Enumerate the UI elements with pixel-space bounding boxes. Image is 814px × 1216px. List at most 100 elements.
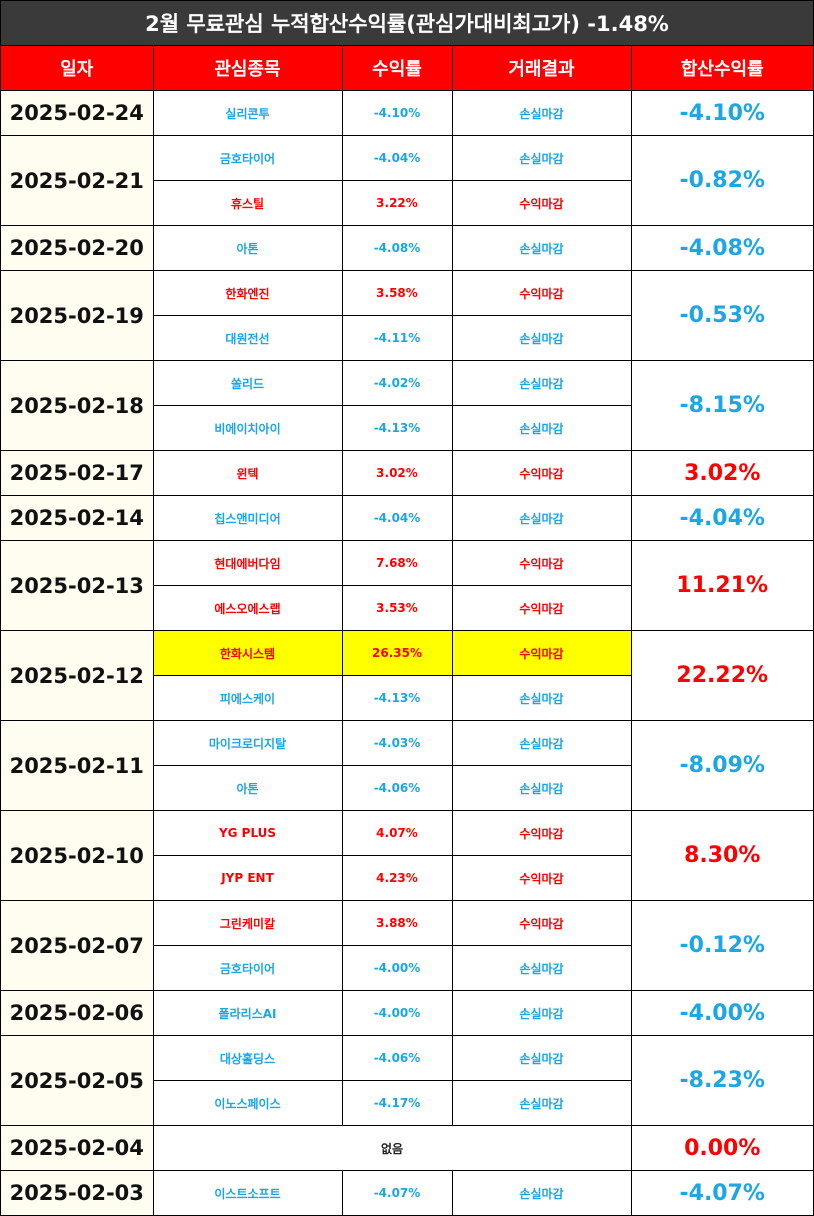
date-cell: 2025-02-03 xyxy=(1,1170,154,1216)
total-return-cell: -0.82% xyxy=(630,135,813,226)
total-return-cell: -4.10% xyxy=(630,90,813,136)
rate-cell: 3.58% xyxy=(341,270,453,316)
total-return-cell: -0.53% xyxy=(630,270,813,361)
stock-cell: 아톤 xyxy=(152,225,343,271)
stock-cell: 한화시스템 xyxy=(152,630,343,676)
result-cell: 손실마감 xyxy=(451,1170,632,1216)
stock-cell: 현대에버다임 xyxy=(152,540,343,586)
total-return-cell: 8.30% xyxy=(630,810,813,901)
date-cell: 2025-02-13 xyxy=(1,540,154,631)
total-return-cell: -4.08% xyxy=(630,225,813,271)
result-cell: 손실마감 xyxy=(451,90,632,136)
rate-cell: -4.00% xyxy=(341,990,453,1036)
table-row: JYP ENT 4.23% 수익마감 xyxy=(1,855,813,901)
total-return-cell: -8.15% xyxy=(630,360,813,451)
result-cell: 수익마감 xyxy=(451,540,632,586)
date-cell: 2025-02-07 xyxy=(1,900,154,991)
total-return-cell: -4.00% xyxy=(630,990,813,1036)
table-row: 2025-02-17 윈텍 3.02% 수익마감 3.02% xyxy=(1,450,813,496)
header-rate: 수익률 xyxy=(341,46,453,91)
total-return-cell: 22.22% xyxy=(630,630,813,721)
total-return-cell: 11.21% xyxy=(630,540,813,631)
rate-cell: 4.07% xyxy=(341,810,453,856)
table-row: 2025-02-06 폴라리스AI -4.00% 손실마감 -4.00% xyxy=(1,990,813,1036)
result-cell: 손실마감 xyxy=(451,1035,632,1081)
stock-cell: 폴라리스AI xyxy=(152,990,343,1036)
stock-cell: 비에이치아이 xyxy=(153,405,343,451)
rate-cell: -4.06% xyxy=(341,765,453,811)
table-row: 2025-02-13 현대에버다임 7.68% 수익마감 11.21% xyxy=(1,540,813,631)
date-cell: 2025-02-19 xyxy=(1,270,154,361)
rate-cell: -4.02% xyxy=(341,360,453,406)
stock-cell: 마이크로디지탈 xyxy=(152,720,343,766)
total-return-cell: -4.07% xyxy=(630,1170,813,1216)
stock-cell: 피에스케이 xyxy=(153,675,343,721)
rate-cell: -4.07% xyxy=(341,1170,453,1216)
result-cell: 수익마감 xyxy=(451,900,632,946)
result-cell: 손실마감 xyxy=(451,495,632,541)
result-cell: 손실마감 xyxy=(451,675,631,721)
table-row: 이노스페이스 -4.17% 손실마감 xyxy=(1,1080,813,1126)
stock-cell: 칩스앤미디어 xyxy=(152,495,343,541)
rate-cell: 26.35% xyxy=(341,630,453,676)
table-row: 2025-02-07 그린케미칼 3.88% 수익마감 -0.12% xyxy=(1,900,813,991)
header-total: 합산수익률 xyxy=(630,46,813,91)
stock-cell: 이스트소프트 xyxy=(152,1170,343,1216)
date-cell: 2025-02-05 xyxy=(1,1035,154,1126)
total-return-cell: -0.12% xyxy=(630,900,813,991)
rate-cell: 3.22% xyxy=(341,180,453,226)
result-cell: 손실마감 xyxy=(451,990,632,1036)
stock-cell: 금호타이어 xyxy=(152,135,343,181)
date-cell: 2025-02-10 xyxy=(1,810,154,901)
table-row: 에스오에스랩 3.53% 수익마감 xyxy=(1,585,813,631)
stock-cell: YG PLUS xyxy=(152,810,343,856)
header-result: 거래결과 xyxy=(451,46,632,91)
table-row: 대원전선 -4.11% 손실마감 xyxy=(1,315,813,361)
rate-cell: -4.13% xyxy=(341,405,453,451)
rate-cell: 3.02% xyxy=(341,450,453,496)
table-row: 2025-02-21 금호타이어 -4.04% 손실마감 -0.82% xyxy=(1,135,813,226)
rate-cell: -4.04% xyxy=(341,495,453,541)
stock-cell: 금호타이어 xyxy=(153,945,343,991)
table-row: 2025-02-11 마이크로디지탈 -4.03% 손실마감 -8.09% xyxy=(1,720,813,811)
rate-cell: -4.13% xyxy=(341,675,453,721)
result-cell: 손실마감 xyxy=(451,765,631,811)
result-cell: 수익마감 xyxy=(451,855,631,901)
header-stock: 관심종목 xyxy=(152,46,343,91)
result-cell: 수익마감 xyxy=(451,180,631,226)
rate-cell: -4.04% xyxy=(341,135,453,181)
table-row: 2025-02-14 칩스앤미디어 -4.04% 손실마감 -4.04% xyxy=(1,495,813,541)
result-cell: 손실마감 xyxy=(451,945,631,991)
table-row: 2025-02-03 이스트소프트 -4.07% 손실마감 -4.07% xyxy=(1,1170,813,1216)
results-table: 일자 관심종목 수익률 거래결과 합산수익률 2025-02-24 실리콘투 -4.… xyxy=(1,46,813,1216)
total-return-cell: -8.09% xyxy=(630,720,813,811)
stock-cell: 실리콘투 xyxy=(152,90,343,136)
result-cell: 수익마감 xyxy=(451,270,632,316)
rate-cell: 4.23% xyxy=(341,855,453,901)
no-pick-cell: 없음 xyxy=(152,1125,632,1171)
table-row: 휴스틸 3.22% 수익마감 xyxy=(1,180,813,226)
header-row: 일자 관심종목 수익률 거래결과 합산수익률 xyxy=(1,46,813,91)
stock-cell: 이노스페이스 xyxy=(153,1080,343,1126)
rate-cell: -4.03% xyxy=(341,720,453,766)
total-return-cell: -8.23% xyxy=(630,1035,813,1126)
date-cell: 2025-02-12 xyxy=(1,630,154,721)
stock-cell: 휴스틸 xyxy=(153,180,343,226)
stock-cell: 한화엔진 xyxy=(152,270,343,316)
result-cell: 손실마감 xyxy=(451,405,631,451)
result-cell: 손실마감 xyxy=(451,135,632,181)
table-row: 2025-02-24 실리콘투 -4.10% 손실마감 -4.10% xyxy=(1,90,813,136)
rate-cell: -4.00% xyxy=(341,945,453,991)
date-cell: 2025-02-17 xyxy=(1,450,154,496)
rate-cell: -4.08% xyxy=(341,225,453,271)
table-row: 금호타이어 -4.00% 손실마감 xyxy=(1,945,813,991)
stock-cell: 그린케미칼 xyxy=(152,900,343,946)
result-cell: 수익마감 xyxy=(451,585,631,631)
rate-cell: -4.06% xyxy=(341,1035,453,1081)
rate-cell: 3.88% xyxy=(341,900,453,946)
rate-cell: -4.11% xyxy=(341,315,453,361)
header-date: 일자 xyxy=(1,46,154,91)
page-title: 2월 무료관심 누적합산수익률(관심가대비최고가) -1.48% xyxy=(1,1,813,46)
stock-cell: 대원전선 xyxy=(153,315,343,361)
table-row: 2025-02-19 한화엔진 3.58% 수익마감 -0.53% xyxy=(1,270,813,361)
